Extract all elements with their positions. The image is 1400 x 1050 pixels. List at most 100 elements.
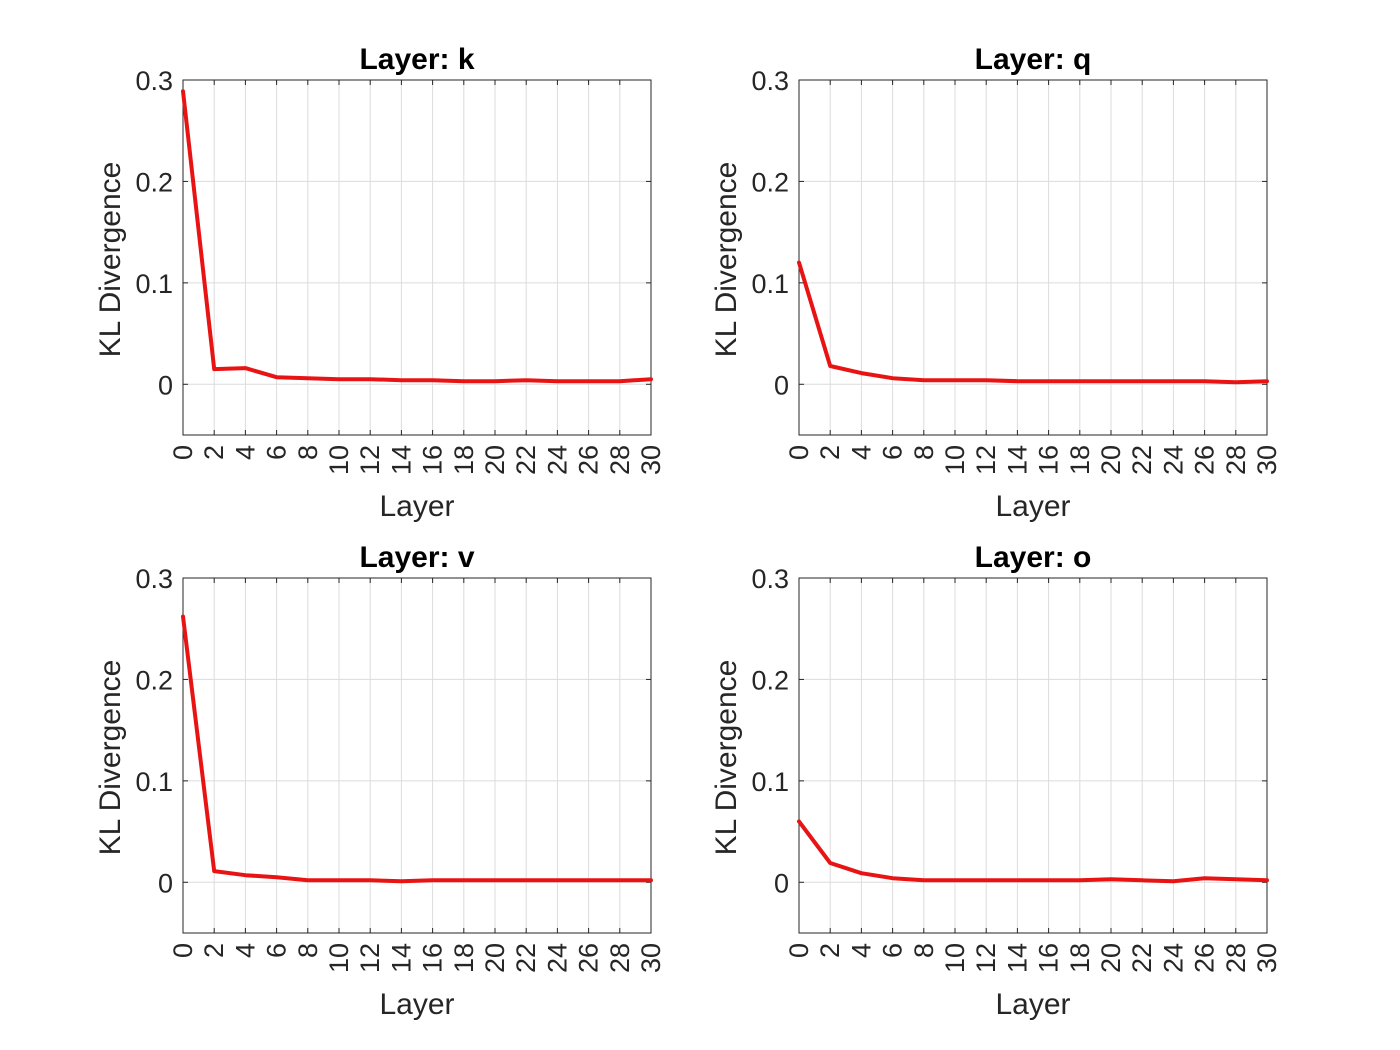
x-tick-label: 18 [1065, 445, 1095, 475]
x-tick-label: 0 [784, 943, 814, 958]
y-tick-label: 0 [158, 868, 173, 898]
x-tick-label: 12 [355, 943, 385, 973]
x-tick-label: 18 [1065, 943, 1095, 973]
y-tick-label: 0 [774, 370, 789, 400]
chart-title: Layer: q [975, 43, 1092, 76]
x-tick-label: 22 [511, 445, 541, 475]
x-tick-label: 6 [262, 943, 292, 958]
x-tick-label: 26 [1190, 943, 1220, 973]
y-tick-label: 0.3 [751, 564, 789, 594]
y-tick-label: 0.1 [751, 269, 789, 299]
chart-title: Layer: o [975, 541, 1092, 574]
x-axis-label: Layer [379, 988, 454, 1021]
x-tick-label: 8 [909, 445, 939, 460]
x-tick-label: 8 [293, 445, 323, 460]
x-tick-label: 12 [971, 445, 1001, 475]
chart-title: Layer: v [359, 541, 474, 574]
x-tick-label: 30 [1252, 445, 1282, 475]
x-tick-label: 20 [480, 445, 510, 475]
x-tick-label: 28 [605, 943, 635, 973]
y-tick-label: 0.2 [135, 167, 173, 197]
chart-panel-0: 0 2 4 6 8 10 12 14 16 18 20 22 24 26 28 3000.10.20.3Lay… [94, 43, 666, 523]
plot-area [183, 80, 651, 435]
plot-area [183, 578, 651, 933]
y-axis-label: KL Divergence [94, 660, 127, 856]
x-tick-label: 6 [878, 445, 908, 460]
x-tick-label: 16 [418, 943, 448, 973]
y-tick-label: 0 [158, 370, 173, 400]
x-tick-label: 22 [1127, 445, 1157, 475]
axes-box [798, 79, 1268, 436]
y-tick-label: 0.1 [751, 767, 789, 797]
x-tick-label: 10 [940, 445, 970, 475]
series-line [181, 89, 653, 384]
x-tick-label: 16 [1034, 445, 1064, 475]
x-tick-label: 12 [355, 445, 385, 475]
x-tick-label: 24 [1158, 943, 1188, 973]
x-tick-label: 24 [542, 943, 572, 973]
x-tick-label: 6 [262, 445, 292, 460]
series-line [797, 819, 1269, 884]
x-tick-label: 20 [1096, 943, 1126, 973]
y-axis-label: KL Divergence [94, 162, 127, 358]
chart-title: Layer: k [359, 43, 474, 76]
x-tick-label: 0 [784, 445, 814, 460]
y-tick-label: 0.3 [751, 66, 789, 96]
x-tick-label: 22 [1127, 943, 1157, 973]
x-tick-label: 2 [199, 445, 229, 460]
x-tick-label: 10 [324, 943, 354, 973]
y-tick-label: 0.2 [751, 167, 789, 197]
x-tick-label: 24 [542, 445, 572, 475]
axes-box [182, 79, 652, 436]
x-tick-label: 30 [1252, 943, 1282, 973]
y-axis-label: KL Divergence [710, 660, 743, 856]
x-tick-label: 16 [1034, 943, 1064, 973]
y-axis-label: KL Divergence [710, 162, 743, 358]
y-tick-label: 0.1 [135, 269, 173, 299]
x-tick-label: 18 [449, 445, 479, 475]
chart-panel-2: 0 2 4 6 8 10 12 14 16 18 20 22 24 26 28 3000.10.20.3Lay… [94, 541, 666, 1021]
x-tick-label: 20 [480, 943, 510, 973]
x-tick-label: 22 [511, 943, 541, 973]
x-tick-label: 30 [636, 943, 666, 973]
axes-box [182, 577, 652, 934]
x-tick-label: 26 [574, 445, 604, 475]
x-tick-label: 8 [909, 943, 939, 958]
x-tick-label: 2 [199, 943, 229, 958]
x-tick-label: 16 [418, 445, 448, 475]
x-tick-label: 10 [940, 943, 970, 973]
x-tick-label: 10 [324, 445, 354, 475]
x-tick-label: 26 [1190, 445, 1220, 475]
y-tick-label: 0.1 [135, 767, 173, 797]
y-tick-label: 0 [774, 868, 789, 898]
x-tick-label: 20 [1096, 445, 1126, 475]
x-tick-label: 2 [815, 445, 845, 460]
x-tick-label: 6 [878, 943, 908, 958]
series-line [797, 260, 1269, 385]
x-axis-label: Layer [995, 490, 1070, 523]
y-tick-label: 0.3 [135, 564, 173, 594]
x-tick-label: 30 [636, 445, 666, 475]
x-tick-label: 4 [230, 445, 260, 460]
x-tick-label: 0 [168, 445, 198, 460]
x-axis-label: Layer [379, 490, 454, 523]
x-tick-label: 28 [1221, 943, 1251, 973]
x-tick-label: 14 [1002, 943, 1032, 973]
y-tick-label: 0.2 [135, 665, 173, 695]
series-line [181, 614, 653, 884]
x-tick-label: 8 [293, 943, 323, 958]
x-tick-label: 18 [449, 943, 479, 973]
x-tick-label: 14 [386, 445, 416, 475]
x-tick-label: 2 [815, 943, 845, 958]
x-tick-label: 4 [846, 445, 876, 460]
x-tick-label: 24 [1158, 445, 1188, 475]
x-tick-label: 12 [971, 943, 1001, 973]
x-tick-label: 4 [846, 943, 876, 958]
x-tick-label: 26 [574, 943, 604, 973]
x-tick-label: 28 [1221, 445, 1251, 475]
x-axis-label: Layer [995, 988, 1070, 1021]
x-tick-label: 4 [230, 943, 260, 958]
x-tick-label: 0 [168, 943, 198, 958]
x-tick-label: 28 [605, 445, 635, 475]
